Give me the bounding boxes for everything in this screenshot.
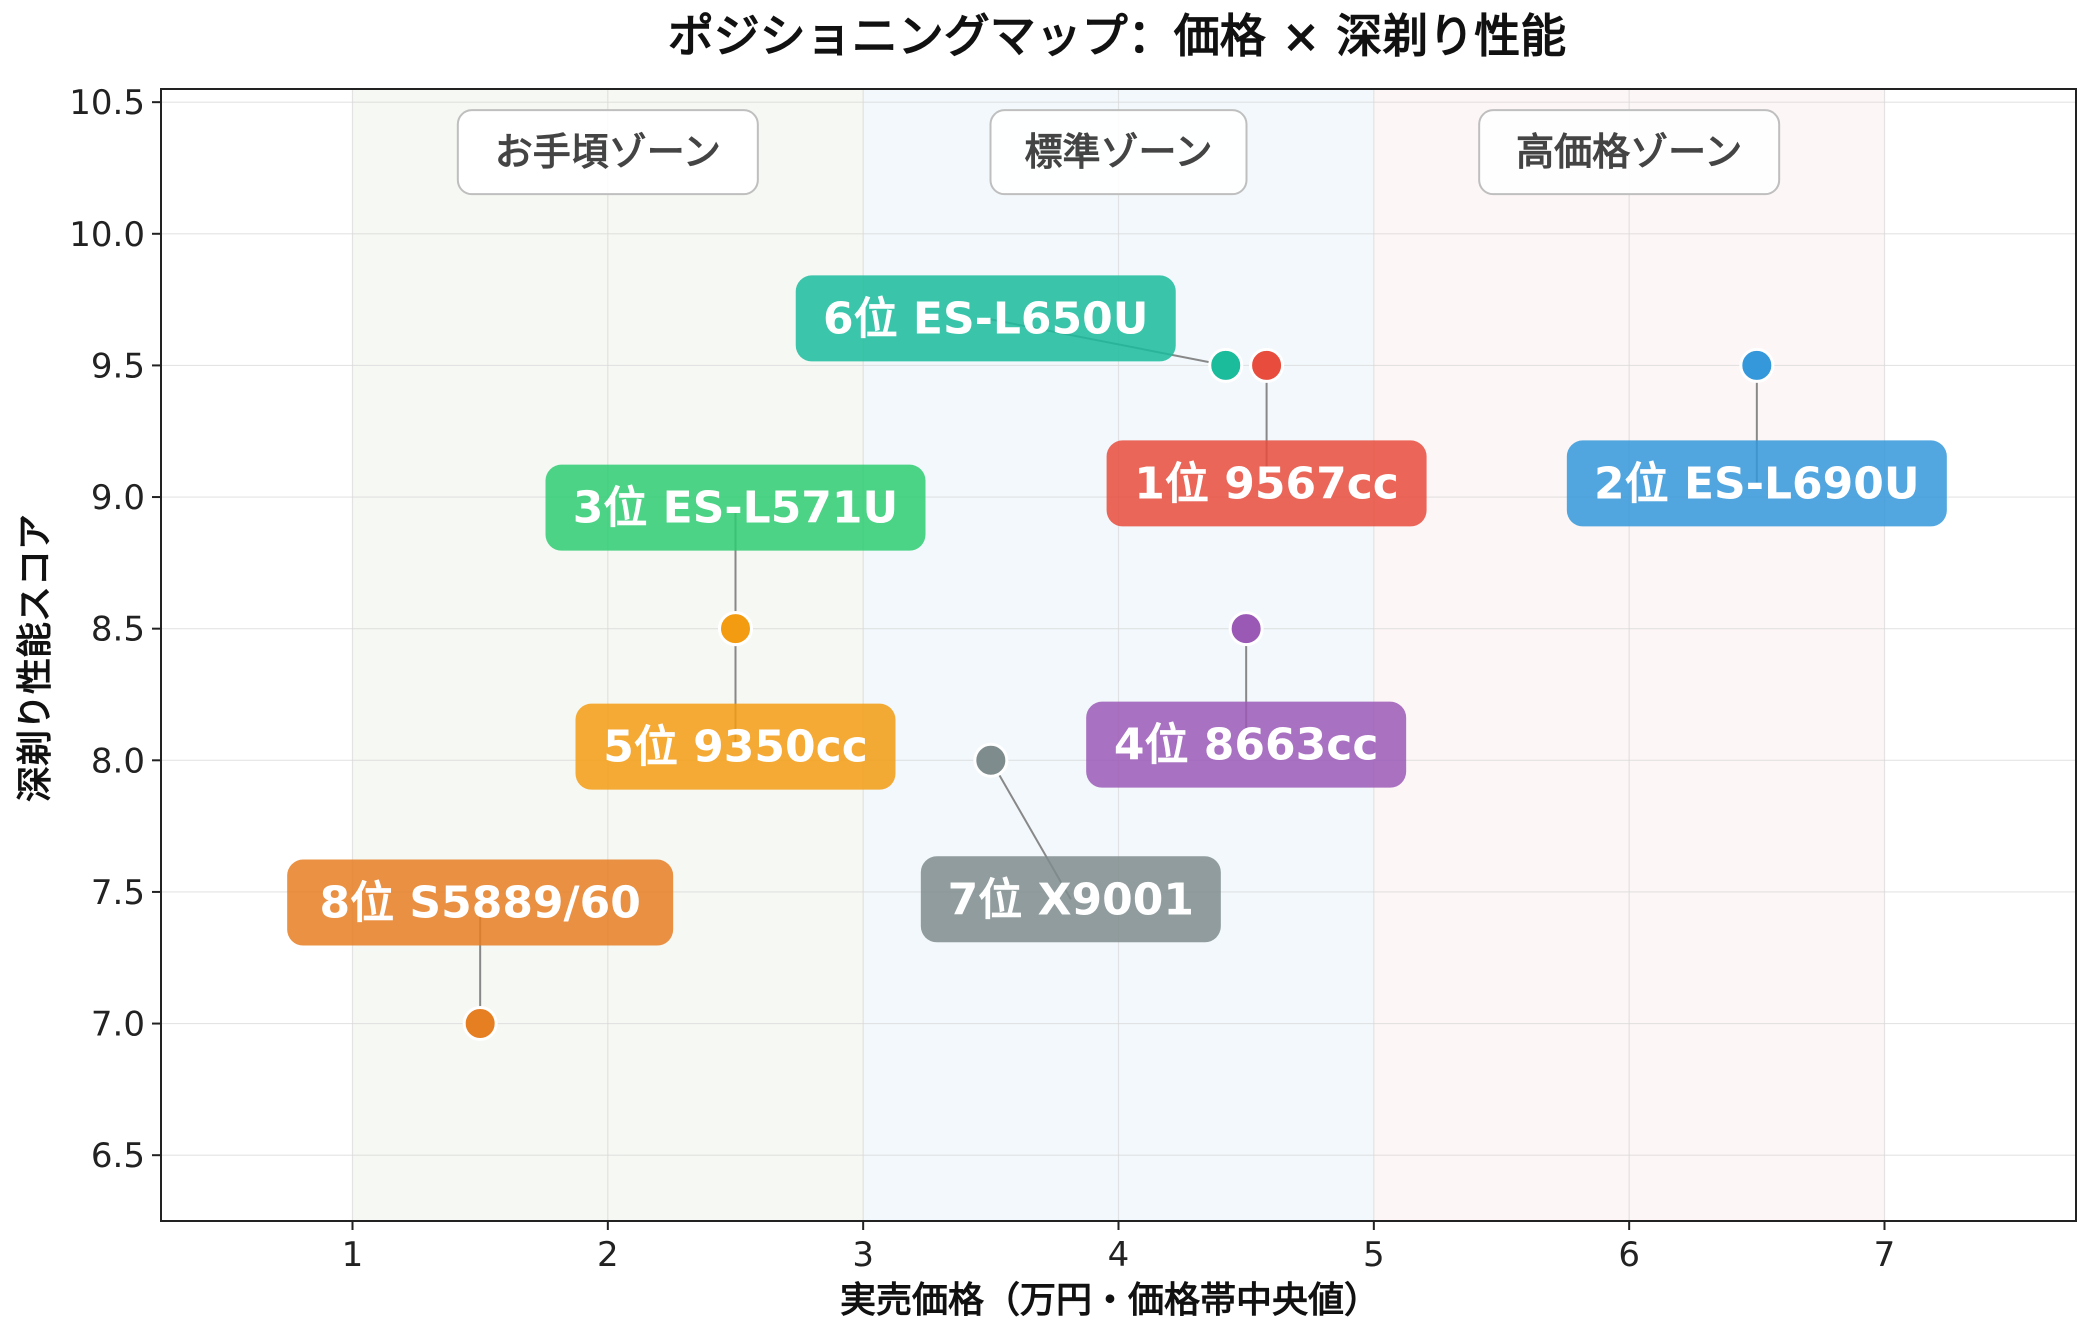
point-label-box	[287, 859, 674, 946]
data-point	[1208, 347, 1244, 383]
x-tick-label: 4	[1108, 1235, 1130, 1275]
x-tick-label: 3	[852, 1235, 874, 1275]
point-label: 7位 X9001	[948, 874, 1194, 925]
point-label-box	[920, 856, 1221, 943]
point-label: 6位 ES-L650U	[823, 293, 1149, 344]
zone-labels: お手頃ゾーン 標準ゾーン 高価格ゾーン	[456, 109, 1781, 196]
zone-label: 高価格ゾーン	[1516, 130, 1742, 174]
point-label-box	[1106, 440, 1427, 527]
point-label: 5位 9350cc	[603, 722, 868, 773]
data-point	[462, 1006, 498, 1042]
data-point	[973, 742, 1009, 778]
x-tick-label: 7	[1874, 1235, 1896, 1275]
y-tick-label: 8.0	[91, 741, 145, 781]
y-tick-label: 8.5	[91, 610, 145, 650]
zone-label-box	[1478, 109, 1781, 196]
y-tick-label: 7.0	[91, 1005, 145, 1045]
point-label: 3位 ES-L571U	[573, 483, 899, 534]
y-tick-label: 9.5	[91, 346, 145, 386]
y-axis-ticks: 6.5 7.0 7.5 8.0 8.5 9.0 9.5 10.0 10.5	[69, 83, 161, 1176]
data-point	[1249, 347, 1285, 383]
zone-label: 標準ゾーン	[1024, 130, 1212, 174]
zone-label: お手頃ゾーン	[495, 130, 721, 174]
data-point	[718, 611, 753, 647]
x-tick-label: 2	[597, 1235, 619, 1275]
point-label-box	[1086, 701, 1407, 788]
y-tick-label: 9.0	[91, 478, 145, 518]
data-point	[1739, 347, 1775, 383]
y-tick-label: 10.5	[69, 83, 145, 123]
x-tick-label: 5	[1363, 1235, 1385, 1275]
x-axis-label: 実売価格（万円・価格帯中央値）	[840, 1280, 1380, 1321]
x-tick-label: 1	[342, 1235, 364, 1275]
point-label-box	[575, 703, 896, 790]
point-label: 4位 8663cc	[1114, 720, 1379, 771]
point-label-box	[545, 464, 926, 551]
point-label: 8位 S5889/60	[319, 878, 640, 929]
y-tick-label: 10.0	[69, 215, 145, 255]
data-points	[462, 347, 1775, 1042]
point-label-box	[795, 275, 1176, 362]
zone-label-box	[456, 109, 759, 196]
y-tick-label: 6.5	[91, 1136, 145, 1176]
point-label: 2位 ES-L690U	[1594, 458, 1920, 509]
y-tick-label: 7.5	[91, 873, 145, 913]
x-tick-label: 6	[1618, 1235, 1640, 1275]
data-point	[1228, 611, 1264, 647]
point-label: 1位 9567cc	[1134, 458, 1399, 509]
y-axis-label: 深剃り性能スコア	[15, 514, 56, 802]
point-label-box	[1566, 440, 1947, 527]
x-axis-ticks: 1 2 3 4 5 6 7	[342, 1221, 1896, 1275]
zone-label-box	[989, 109, 1248, 196]
chart-title: ポジショニングマップ：価格 × 深剃り性能	[668, 9, 1567, 63]
point-labels: 1位 9567cc 2位 ES-L690U 3位 ES-L571U 4位 8663cc…	[287, 275, 1947, 946]
